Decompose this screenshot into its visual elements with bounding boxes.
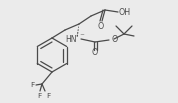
Text: F: F xyxy=(37,93,41,99)
Text: O: O xyxy=(111,35,117,43)
Text: O: O xyxy=(92,47,98,57)
Text: F: F xyxy=(30,82,34,88)
Text: O: O xyxy=(98,22,104,30)
Text: F: F xyxy=(46,93,50,99)
Text: OH: OH xyxy=(119,8,131,16)
Text: HN: HN xyxy=(66,35,77,43)
Text: ~: ~ xyxy=(79,32,84,37)
